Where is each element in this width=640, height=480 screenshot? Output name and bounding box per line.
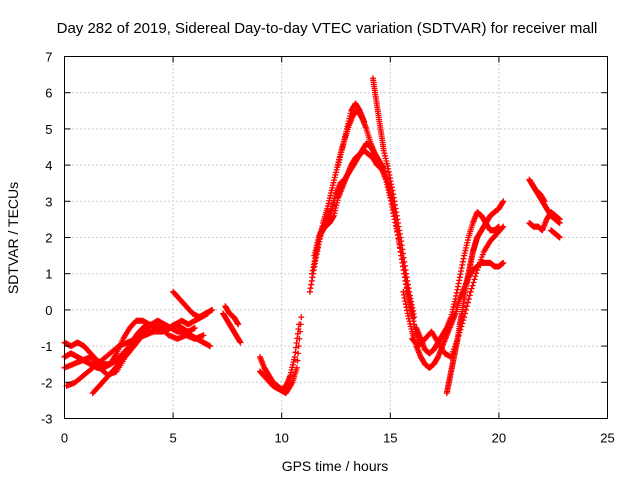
data-points — [61, 75, 563, 397]
data-point — [237, 339, 244, 346]
series-track-o — [369, 75, 418, 321]
series-track-e — [89, 317, 214, 397]
y-tick-label: -1 — [41, 339, 53, 354]
x-tick-labels: 0 5 10 15 20 25 — [61, 431, 615, 446]
series-track-w — [528, 180, 548, 205]
series-track-g — [220, 310, 244, 346]
series-track-a — [61, 310, 211, 368]
x-tick-label: 20 — [492, 431, 506, 446]
data-point — [468, 285, 475, 292]
y-tick-label: -2 — [41, 375, 53, 390]
data-point — [235, 321, 242, 328]
data-point — [473, 270, 480, 277]
x-tick-label: 5 — [169, 431, 176, 446]
series-track-u — [526, 209, 563, 234]
data-point — [541, 198, 548, 205]
x-tick-label: 15 — [383, 431, 397, 446]
y-tick-label: 2 — [45, 231, 52, 246]
ticks — [64, 56, 608, 419]
y-tick-label: 4 — [45, 158, 52, 173]
x-axis-label: GPS time / hours — [282, 458, 389, 474]
x-tick-label: 25 — [600, 431, 614, 446]
series-track-n — [335, 100, 368, 169]
y-tick-label: 0 — [45, 303, 52, 318]
y-tick-labels: -3 -2 -1 0 1 2 3 4 5 6 7 — [41, 50, 53, 427]
x-tick-label: 0 — [61, 431, 68, 446]
data-point — [463, 303, 470, 310]
data-point — [556, 216, 563, 223]
series-track-h — [222, 303, 242, 328]
data-point — [469, 282, 476, 289]
data-point — [500, 259, 507, 266]
data-point — [472, 273, 479, 280]
data-point — [411, 314, 418, 321]
data-point — [297, 321, 304, 328]
series-track-d — [63, 325, 174, 389]
data-point — [295, 350, 302, 357]
data-point — [298, 314, 305, 321]
data-point — [191, 325, 198, 331]
y-axis-label: SDTVAR / TECUs — [5, 182, 21, 294]
data-point — [297, 328, 304, 335]
series-track-q — [413, 209, 502, 357]
data-point — [209, 306, 216, 313]
data-point — [470, 279, 477, 286]
y-tick-label: 6 — [45, 86, 52, 101]
data-point — [499, 224, 506, 231]
series-track-s — [443, 198, 507, 397]
data-point — [556, 234, 563, 241]
data-point — [296, 335, 303, 342]
data-point — [376, 158, 383, 165]
y-tick-label: 7 — [45, 50, 52, 65]
y-tick-label: 5 — [45, 122, 52, 137]
data-point — [200, 332, 207, 339]
data-point — [293, 364, 300, 371]
series-track-v — [548, 227, 563, 241]
data-point — [500, 223, 507, 230]
data-point — [500, 198, 507, 205]
series-track-j — [256, 314, 305, 397]
series-track-m — [311, 140, 383, 259]
data-point — [295, 343, 302, 350]
data-point — [294, 357, 301, 364]
chart-title: Day 282 of 2019, Sidereal Day-to-day VTE… — [57, 20, 598, 37]
data-point — [467, 288, 474, 295]
x-tick-label: 10 — [274, 431, 288, 446]
y-tick-label: 3 — [45, 194, 52, 209]
data-point — [361, 118, 368, 125]
y-tick-label: 1 — [45, 267, 52, 282]
plot-frame — [64, 56, 608, 419]
data-point — [207, 343, 214, 350]
series-track-f — [170, 288, 216, 321]
grid — [64, 56, 608, 419]
y-tick-label: -3 — [41, 412, 53, 427]
data-point — [471, 276, 478, 283]
series-track-r — [409, 223, 507, 360]
